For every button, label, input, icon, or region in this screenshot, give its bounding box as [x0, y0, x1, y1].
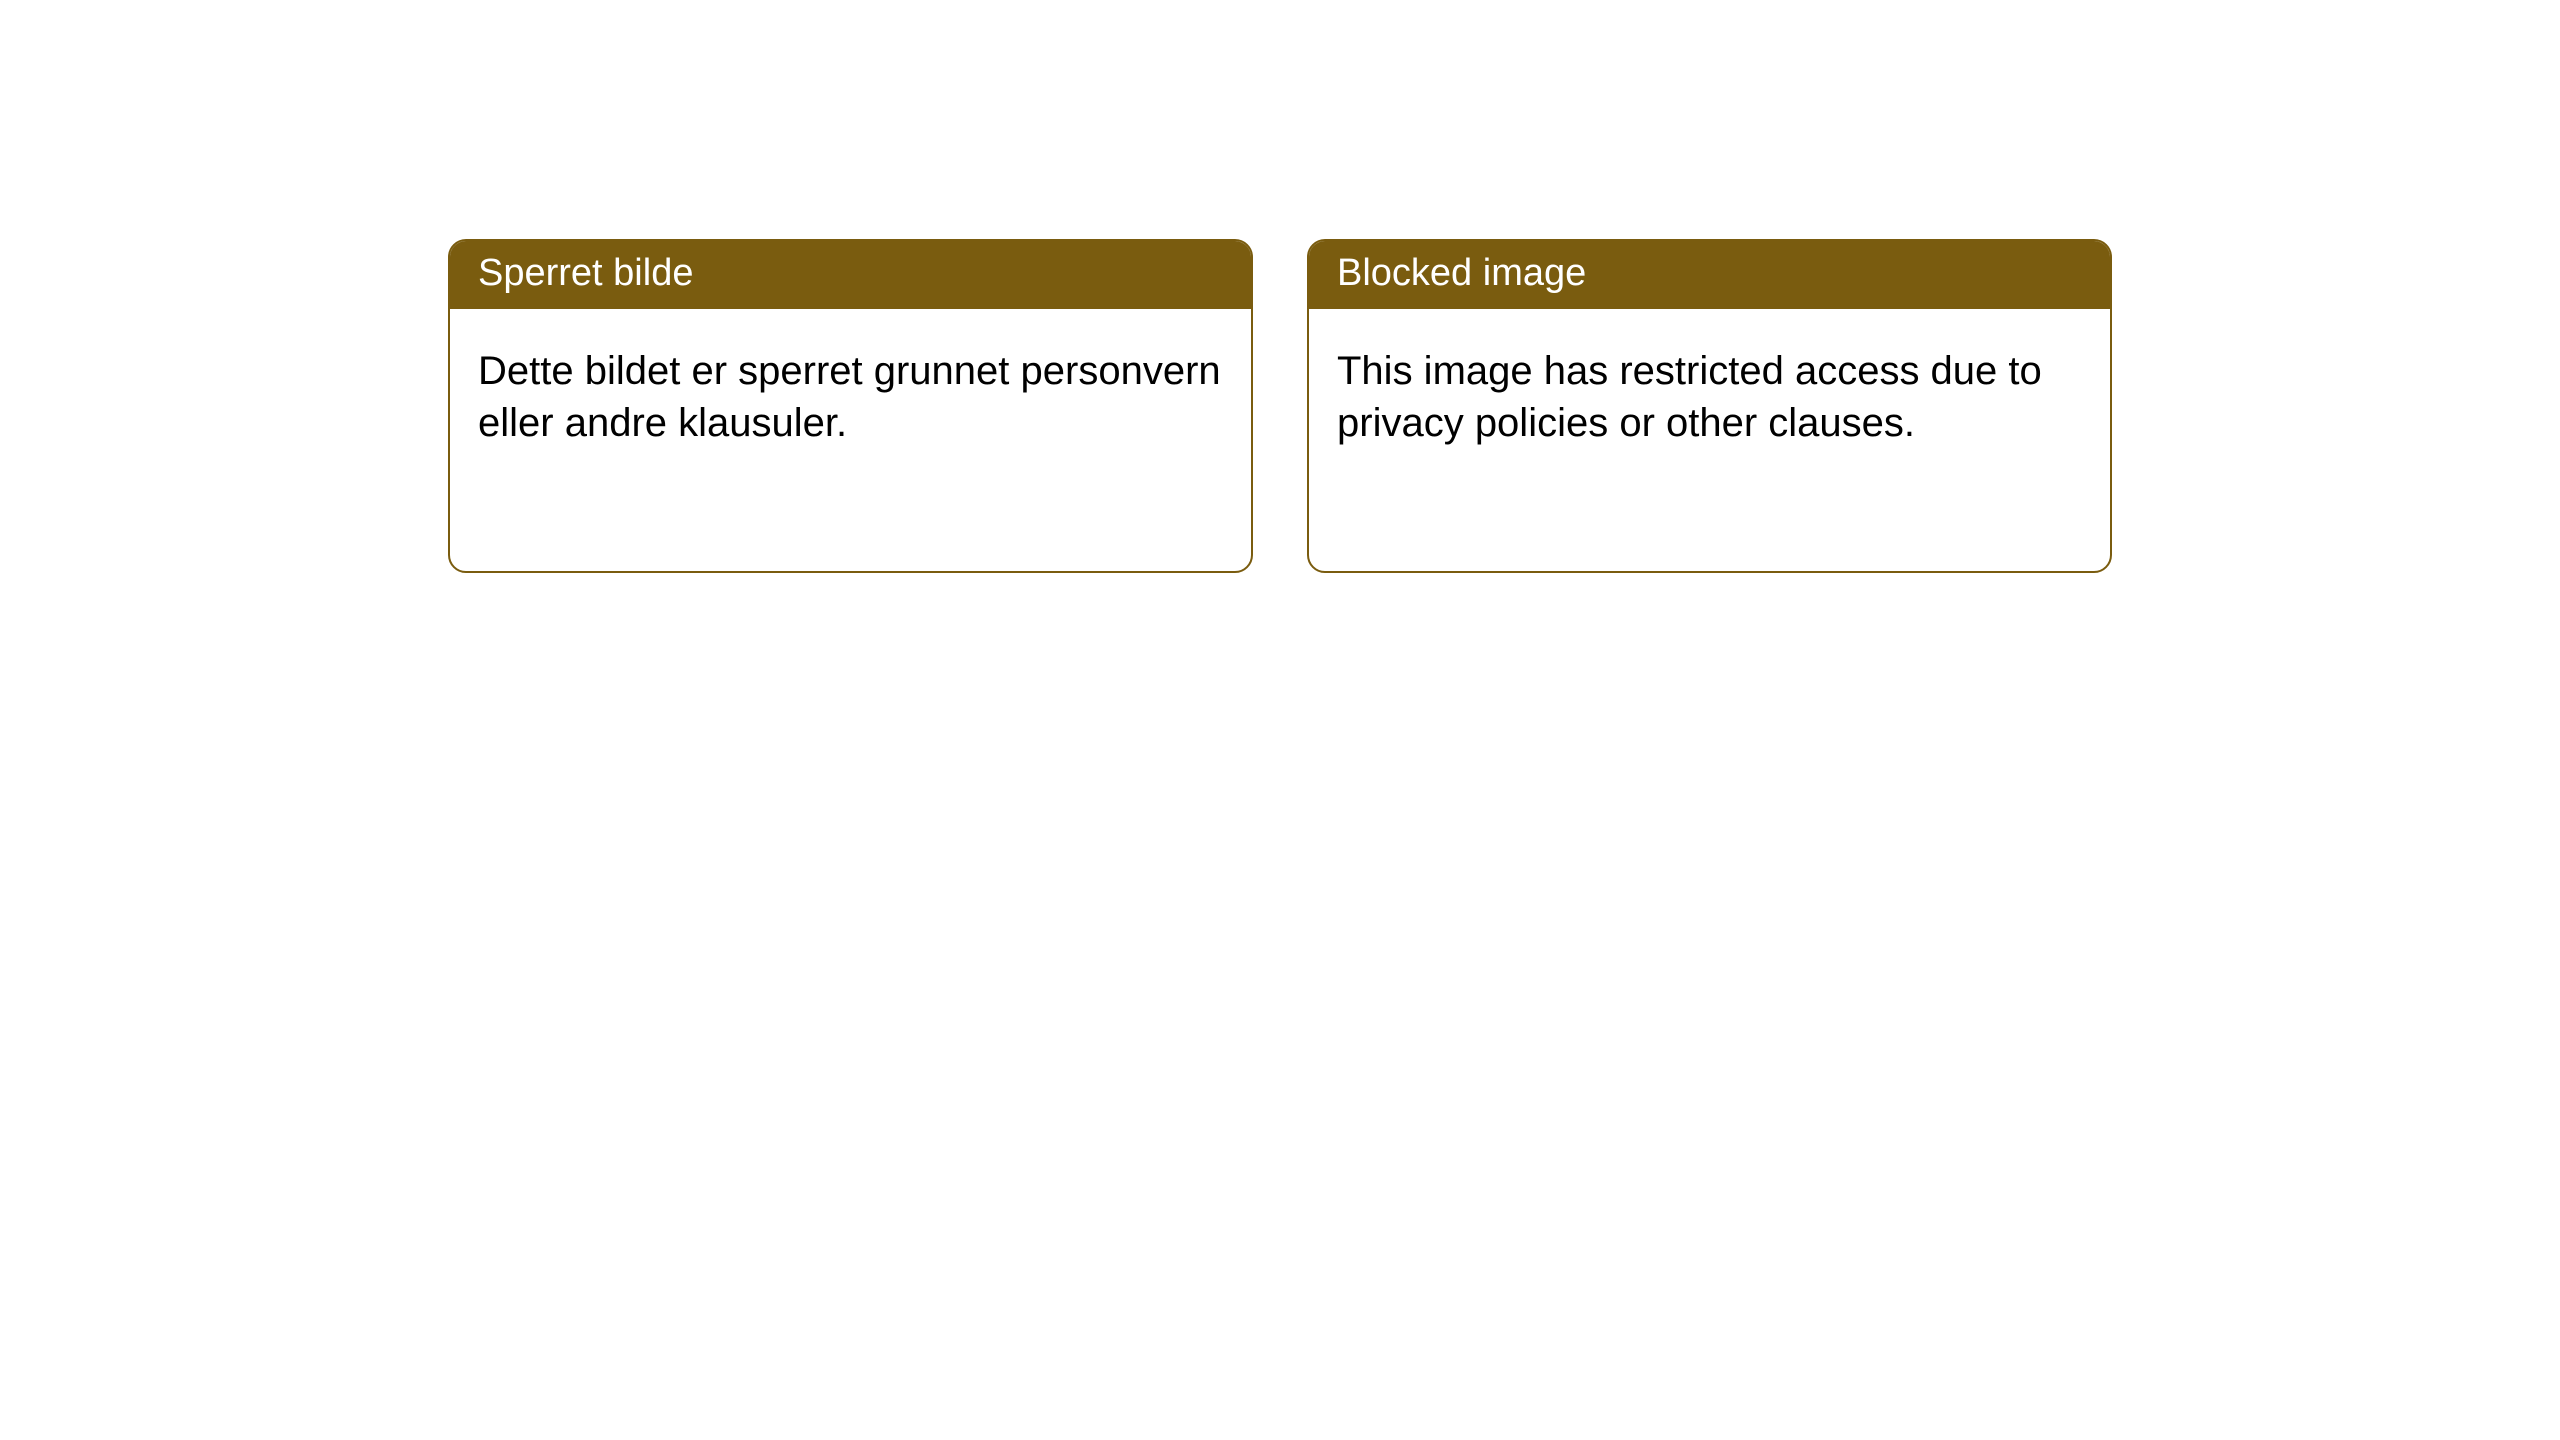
card-body-english: This image has restricted access due to … — [1309, 309, 2110, 487]
notice-card-english: Blocked image This image has restricted … — [1307, 239, 2112, 573]
card-header-norwegian: Sperret bilde — [450, 241, 1251, 309]
card-body-norwegian: Dette bildet er sperret grunnet personve… — [450, 309, 1251, 487]
card-header-english: Blocked image — [1309, 241, 2110, 309]
notice-card-norwegian: Sperret bilde Dette bildet er sperret gr… — [448, 239, 1253, 573]
notice-container: Sperret bilde Dette bildet er sperret gr… — [448, 239, 2112, 573]
